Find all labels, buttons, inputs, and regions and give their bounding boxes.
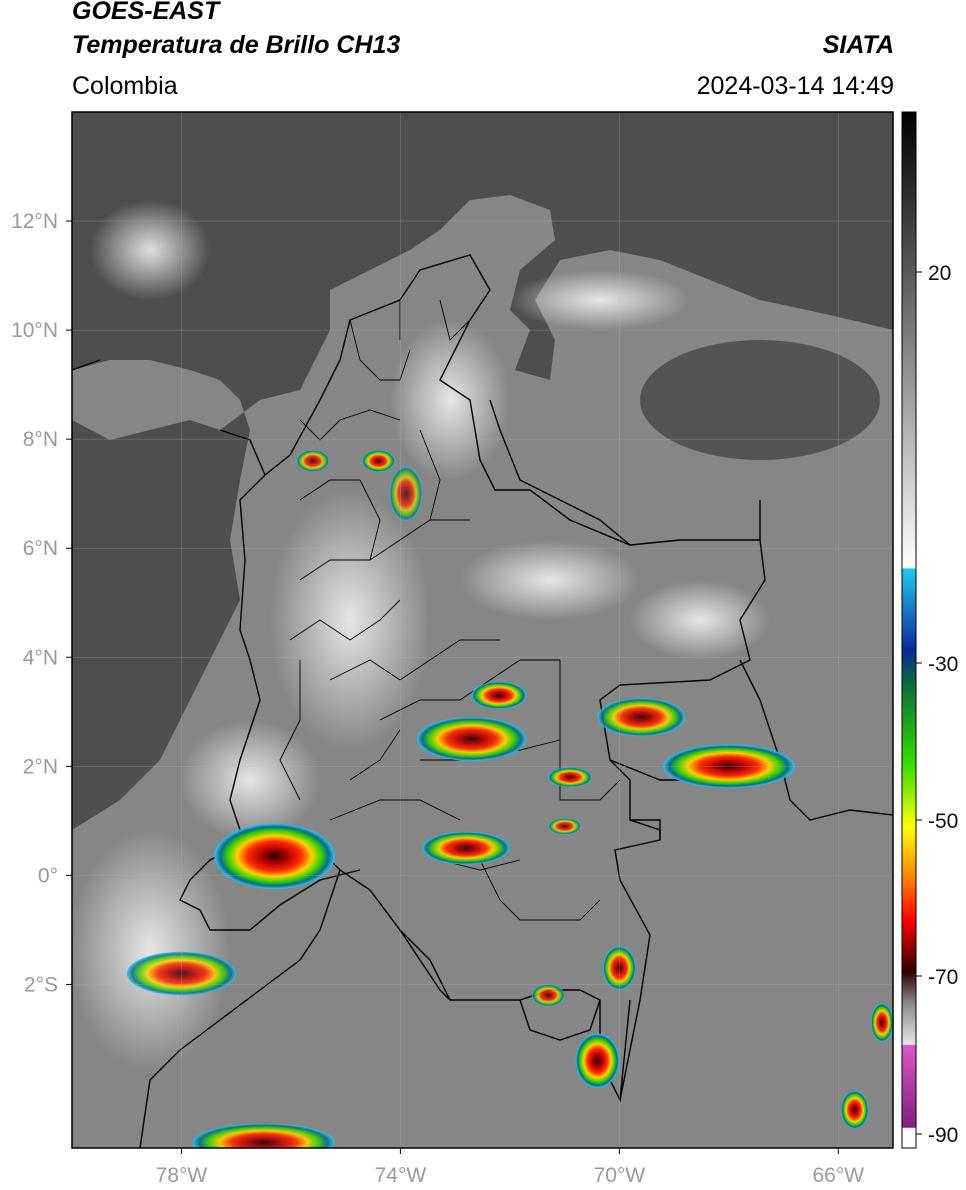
storm-cell <box>389 466 423 521</box>
storm-cell <box>663 744 795 789</box>
department-borders <box>279 299 621 921</box>
storm-cells <box>126 450 893 1148</box>
lat-tick-label: 10°N <box>11 319 58 342</box>
storm-cell <box>422 831 510 865</box>
storm-cell <box>575 1033 620 1089</box>
colorbar-ticks: 20 -30 -50 -70 -90 <box>916 262 958 1147</box>
cloud-patch <box>460 540 640 620</box>
colorbar <box>901 111 917 1149</box>
cloud-patch <box>630 580 770 660</box>
storm-cell <box>362 450 395 472</box>
cloud-patch <box>90 200 210 300</box>
datetime-label: 2024-03-14 14:49 <box>696 72 894 100</box>
latitude-ticks: 12°N 10°N 8°N 6°N 4°N 2°N 0° 2°S <box>11 210 72 996</box>
colorbar-tick-label: -70 <box>928 966 958 989</box>
colorbar-tick-label: -50 <box>928 810 958 833</box>
storm-cell <box>416 717 527 761</box>
venezuela-border <box>489 399 893 821</box>
storm-cell <box>214 823 335 890</box>
storm-cell <box>602 946 636 990</box>
map-content <box>72 112 893 1148</box>
longitude-ticks: 78°W 74°W 70°W 66°W <box>156 1148 864 1187</box>
satellite-title: GOES-EAST <box>72 0 220 25</box>
region-label: Colombia <box>72 72 178 100</box>
lon-tick-label: 66°W <box>812 1164 864 1187</box>
storm-cell <box>126 951 237 996</box>
storm-cell <box>841 1090 869 1129</box>
map-frame <box>71 111 894 1149</box>
cloud-patch <box>510 270 690 330</box>
storm-cell <box>192 1123 335 1148</box>
storm-cell <box>548 767 592 788</box>
lat-tick-label: 0° <box>38 864 58 887</box>
cloud-patch <box>270 490 430 750</box>
storm-cell <box>471 681 527 710</box>
product-title: Temperatura de Brillo CH13 <box>72 31 401 59</box>
peru-border <box>399 929 601 1041</box>
lat-tick-label: 8°N <box>23 428 58 451</box>
storm-cell <box>296 450 330 472</box>
lat-tick-label: 6°N <box>23 537 58 560</box>
lat-tick-label: 2°S <box>24 973 58 996</box>
cloud-patch <box>180 720 320 840</box>
warm-area <box>640 340 880 460</box>
colorbar-tick-label: -30 <box>928 653 958 676</box>
panama-border <box>72 359 266 476</box>
colorbar-tick-label: -90 <box>928 1124 958 1147</box>
organization-label: SIATA <box>822 31 894 59</box>
lon-tick-label: 78°W <box>156 1164 208 1187</box>
lat-tick-label: 4°N <box>23 646 58 669</box>
cloud-patch <box>72 830 230 1070</box>
lat-tick-label: 12°N <box>11 210 58 233</box>
storm-cell <box>597 698 686 737</box>
storm-cell <box>871 1003 893 1042</box>
graticule <box>72 112 893 1148</box>
cloud-patch <box>390 320 510 480</box>
lon-tick-label: 74°W <box>375 1164 427 1187</box>
colorbar-tick-label: 20 <box>928 262 951 285</box>
lon-tick-label: 70°W <box>594 1164 646 1187</box>
storm-cell <box>531 984 565 1007</box>
storm-cell <box>548 818 582 835</box>
lat-tick-label: 2°N <box>23 755 58 778</box>
